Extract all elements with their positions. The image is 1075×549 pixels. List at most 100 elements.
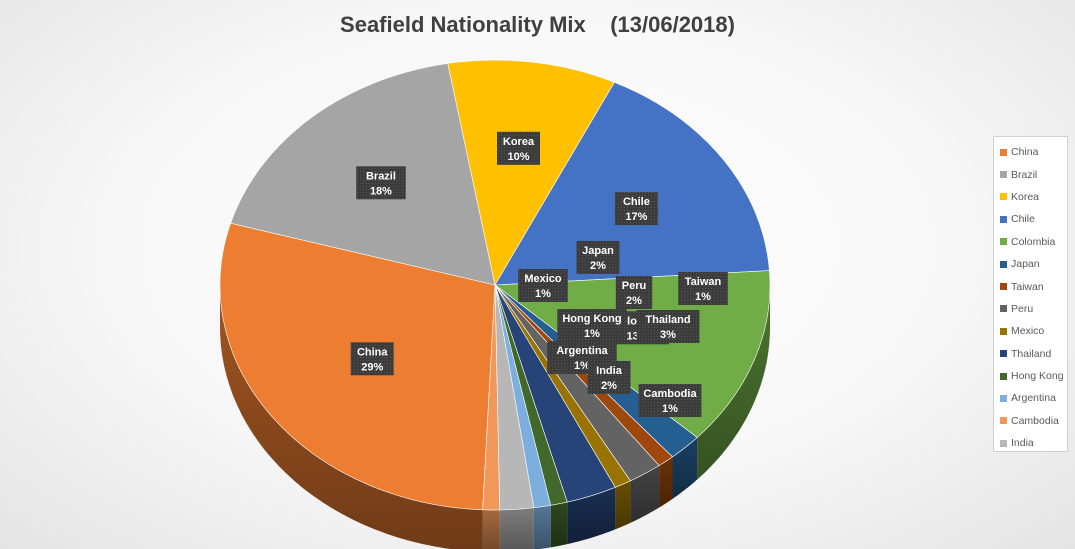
data-label-percent: 3% (660, 329, 676, 341)
data-label-percent: 1% (695, 291, 711, 303)
legend-label: India (1011, 437, 1034, 450)
legend-label: Colombia (1011, 235, 1056, 248)
pie-side-shade-hong-kong (550, 502, 568, 548)
data-label-percent: 2% (590, 260, 606, 272)
data-label-percent: 10% (507, 151, 529, 163)
pie-side-shade-india (499, 507, 534, 549)
data-label-name: Argentina (556, 345, 608, 357)
pie-side-shade-cambodia (482, 509, 500, 549)
data-label-name: Taiwan (685, 276, 722, 288)
data-label-percent: 29% (361, 361, 383, 373)
legend-item-argentina[interactable]: Argentina (1000, 387, 1067, 409)
legend-swatch (1000, 305, 1007, 313)
pie-side-shade-mexico (615, 480, 631, 530)
data-label-china: China 29% (350, 342, 394, 376)
data-label-box (518, 269, 568, 302)
legend: China Brazil Korea Chile Colombia Japan Taiwan… (993, 136, 1068, 452)
data-label-name: Hong Kong (562, 313, 621, 325)
legend-swatch (1000, 215, 1007, 223)
legend-item-peru[interactable]: Peru (1000, 298, 1067, 320)
data-label-mexico: Mexico 1% (518, 269, 568, 302)
legend-label: Taiwan (1011, 280, 1044, 293)
pie-slice-chile[interactable] (494, 81, 770, 286)
legend-swatch (1000, 193, 1007, 201)
data-label-thailand: Thailand 3% (636, 310, 700, 343)
legend-item-brazil[interactable]: Brazil (1000, 163, 1067, 185)
legend-item-china[interactable]: China (1000, 141, 1067, 163)
data-label-cambodia: Cambodia 1% (638, 384, 702, 417)
legend-swatch (1000, 283, 1007, 291)
data-label-box (350, 342, 394, 376)
legend-swatch (1000, 238, 1007, 246)
legend-label: Argentina (1011, 392, 1056, 405)
data-label-hong-kong: Hong Kong 1% (557, 309, 627, 342)
data-label-name: India (596, 365, 623, 377)
legend-swatch (1000, 350, 1007, 358)
data-label-box (636, 310, 700, 343)
data-label-india: India 2% (587, 361, 631, 394)
data-label-box (614, 192, 658, 226)
legend-label: Hong Kong (1011, 370, 1064, 383)
legend-swatch (1000, 417, 1007, 425)
data-label-percent: 2% (626, 295, 642, 307)
data-label-box (587, 361, 631, 394)
data-label-name: Chile (623, 196, 650, 208)
data-label-name: Cambodia (643, 388, 697, 400)
legend-label: Brazil (1011, 168, 1038, 181)
pie-slice-korea[interactable] (447, 59, 615, 286)
data-label-percent: 18% (370, 185, 392, 197)
pie-sides (220, 283, 770, 549)
legend-item-taiwan[interactable]: Taiwan (1000, 275, 1067, 297)
data-label-name: Korea (503, 136, 535, 148)
legend-item-cambodia[interactable]: Cambodia (1000, 410, 1067, 432)
pie-side-shade-taiwan (659, 456, 673, 508)
legend-swatch (1000, 372, 1007, 380)
data-label-percent: 1% (574, 360, 590, 372)
legend-label: China (1011, 146, 1039, 159)
data-label-box (576, 241, 620, 274)
data-label-name: China (357, 346, 388, 358)
data-label-percent: 17% (625, 211, 647, 223)
data-label-japan: Japan 2% (576, 241, 620, 274)
data-label-box (638, 384, 702, 417)
data-label-percent: 1% (662, 403, 678, 415)
legend-item-india[interactable]: India (1000, 432, 1067, 454)
legend-item-korea[interactable]: Korea (1000, 186, 1067, 208)
data-label-name: Japan (582, 245, 614, 257)
legend-label: Korea (1011, 190, 1040, 203)
legend-swatch (1000, 327, 1007, 335)
legend-label: Cambodia (1011, 414, 1059, 427)
legend-item-hong-kong[interactable]: Hong Kong (1000, 365, 1067, 387)
legend-label: Thailand (1011, 347, 1052, 360)
legend-label: Japan (1011, 258, 1040, 271)
data-label-percent: 1% (584, 328, 600, 340)
legend-item-chile[interactable]: Chile (1000, 208, 1067, 230)
legend-swatch (1000, 260, 1007, 268)
legend-label: Peru (1011, 302, 1034, 315)
data-label-brazil: Brazil 18% (356, 166, 406, 200)
data-label-name: Brazil (366, 170, 396, 182)
data-label-peru: Peru 2% (615, 276, 653, 309)
legend-item-japan[interactable]: Japan (1000, 253, 1067, 275)
data-label-korea: Korea 10% (497, 131, 540, 165)
data-label-taiwan: Taiwan 1% (678, 272, 728, 305)
pie-side-shade-thailand (567, 487, 616, 545)
data-label-name: Thailand (645, 314, 690, 326)
pie-labels: Korea10%Chile17%Colombia13%Japan2%Taiwan… (350, 131, 728, 417)
pie-side-shade-colombia (697, 284, 770, 480)
legend-item-mexico[interactable]: Mexico (1000, 320, 1067, 342)
legend-swatch (1000, 171, 1007, 179)
chart-title: Seafield Nationality Mix (13/06/2018) (340, 12, 735, 37)
pie-side-shade-peru (630, 465, 660, 523)
legend-swatch (1000, 148, 1007, 156)
data-label-box (615, 276, 653, 309)
legend-label: Chile (1011, 213, 1035, 226)
data-label-box (356, 166, 406, 200)
pie-side-shade-china (220, 283, 483, 549)
data-label-box (557, 309, 627, 342)
legend-swatch (1000, 394, 1007, 402)
legend-item-thailand[interactable]: Thailand (1000, 343, 1067, 365)
legend-item-colombia[interactable]: Colombia (1000, 231, 1067, 253)
data-label-percent: 2% (601, 380, 617, 392)
